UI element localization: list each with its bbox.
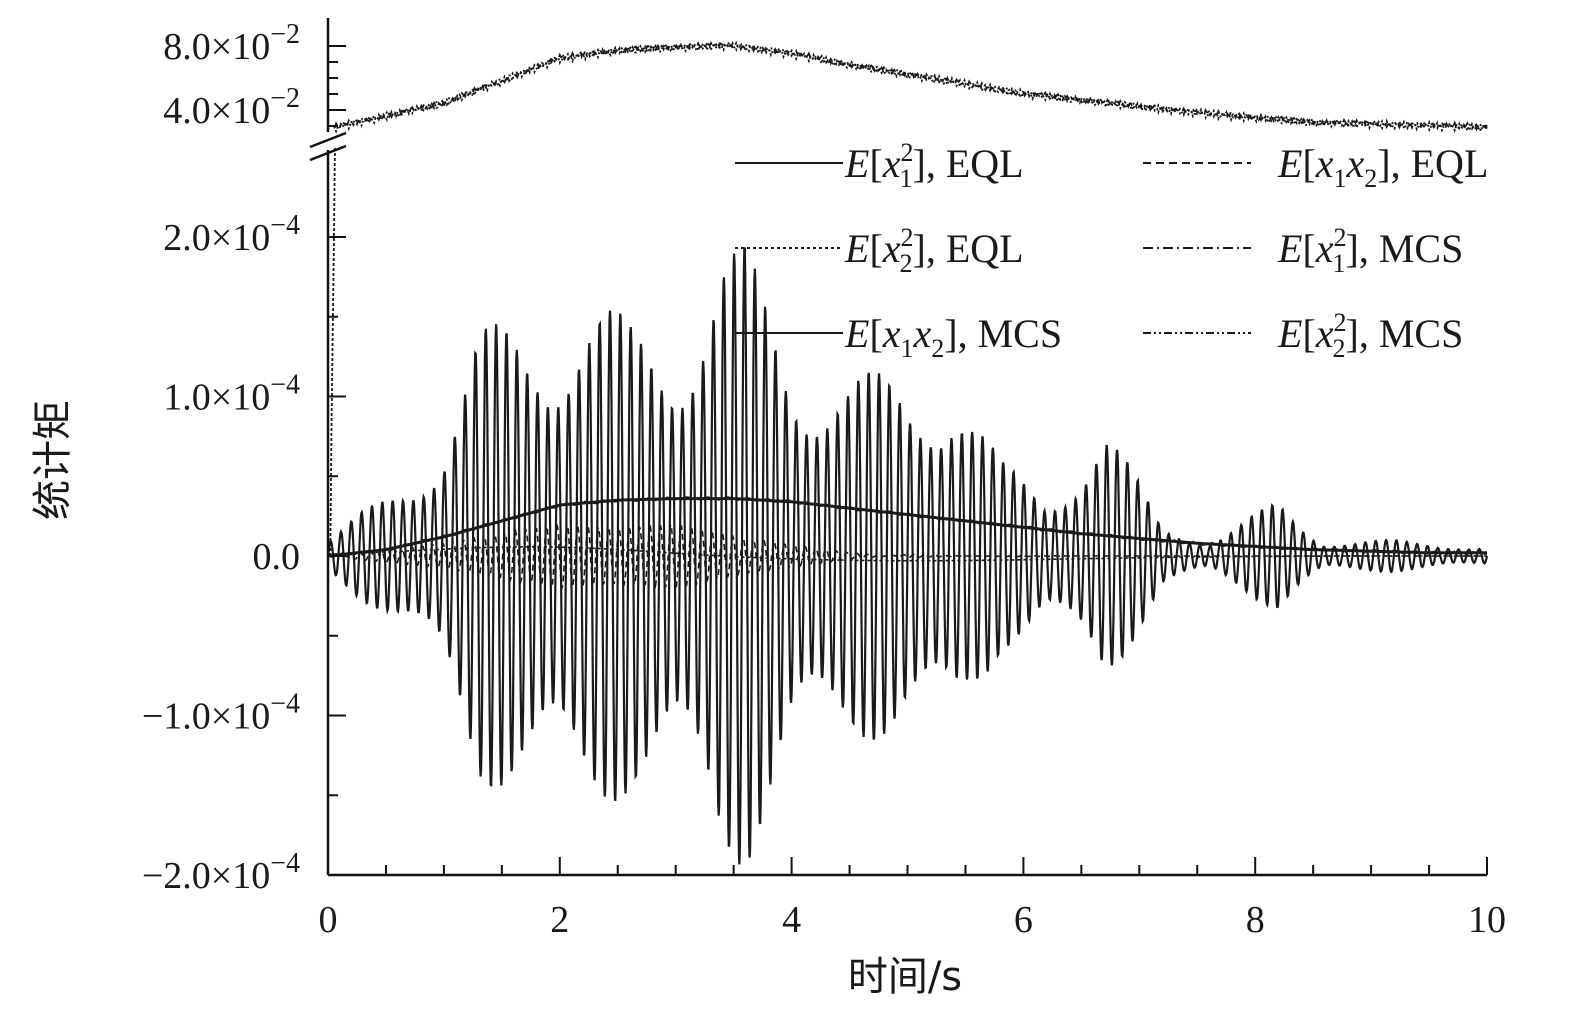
x-axis-label: 时间/s <box>848 954 962 1000</box>
legend-label: E[x2 2], MCS <box>1277 308 1463 363</box>
series-line-x2sq-eql <box>333 39 1488 134</box>
legend: E[x2 1], EQL E[x1x2], EQL E[x2 2], EQL E[x2 1]… <box>735 138 1488 363</box>
legend-label: E[x1x2], EQL <box>1277 141 1488 193</box>
series-line-x1sq-mcs <box>327 496 1488 558</box>
series-line-aux <box>327 546 1487 562</box>
y-tick-label: 1.0×10−4 <box>163 370 300 419</box>
y-tick-label: 4.0×10−2 <box>163 83 300 132</box>
legend-label: E[x1x2], MCS <box>844 311 1062 363</box>
y-tick-label: −1.0×10−4 <box>142 689 300 738</box>
axes: 0 2 4 6 8 10 −2.0×10−4 −1.0×10−4 0.0 1.0×10−4 2.0×… <box>142 18 1506 941</box>
legend-label: E[x2 1], MCS <box>1277 223 1463 278</box>
x-tick-label: 10 <box>1468 899 1506 941</box>
x-tick-label: 4 <box>782 899 801 941</box>
y-tick-label: −2.0×10−4 <box>142 848 300 897</box>
axis-break-mark <box>309 144 347 162</box>
series-line-x1x2-mcs <box>326 247 1489 865</box>
x-tick-label: 2 <box>550 899 569 941</box>
y-tick-label: 2.0×10−4 <box>163 210 300 259</box>
y-axis-label: 统计矩 <box>30 400 76 520</box>
x-tick-label: 0 <box>319 899 338 941</box>
series-layer <box>326 39 1489 865</box>
legend-label: E[x2 2], EQL <box>844 223 1024 278</box>
series-line-x2sq-mcs <box>333 40 1488 132</box>
y-tick-label: 0.0 <box>253 536 301 578</box>
series-line-x2sq-rise <box>329 147 336 557</box>
x-tick-label: 6 <box>1014 899 1033 941</box>
legend-label: E[x2 1], EQL <box>844 138 1024 193</box>
axis-break-mark <box>309 131 347 149</box>
y-tick-label: 8.0×10−2 <box>163 19 300 68</box>
x-tick-label: 8 <box>1246 899 1265 941</box>
